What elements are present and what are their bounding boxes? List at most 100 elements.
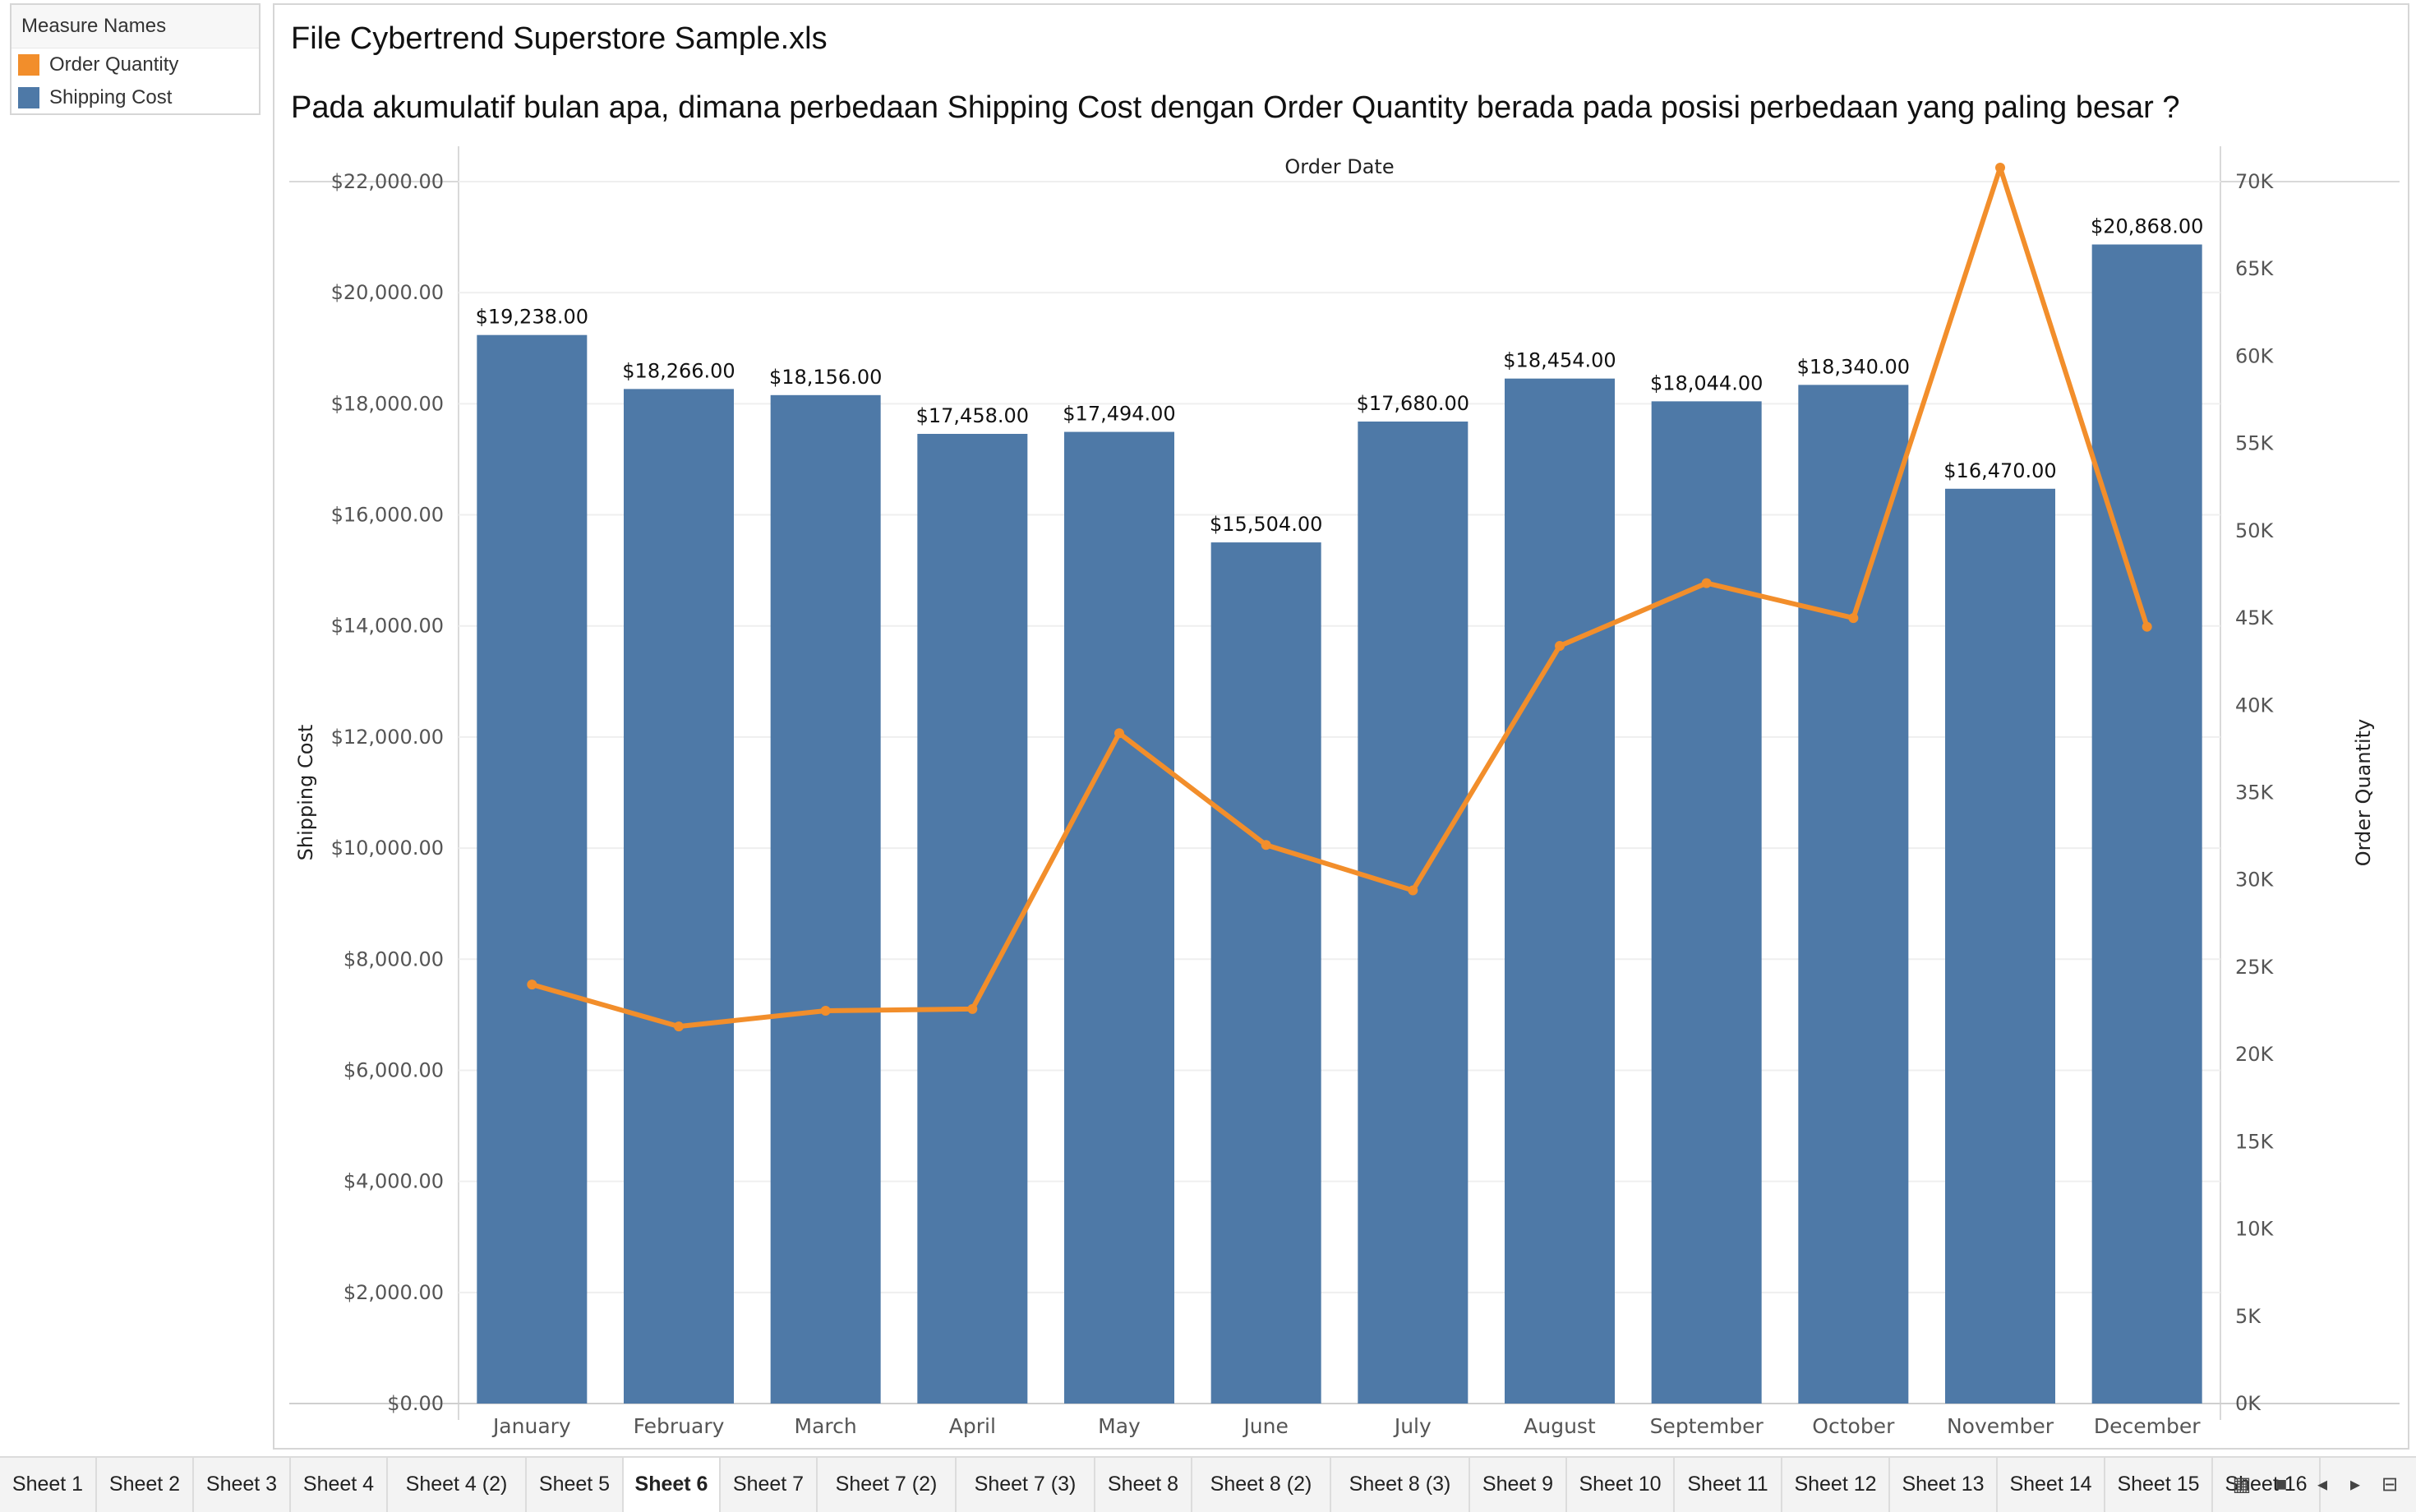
- line-point-order-quantity[interactable]: [820, 1006, 831, 1016]
- x-tick-label: January: [491, 1414, 571, 1438]
- line-point-order-quantity[interactable]: [1995, 163, 2005, 173]
- sheet-tab[interactable]: Sheet 7: [721, 1458, 818, 1512]
- y-axis-title: Shipping Cost: [294, 725, 317, 861]
- sheet-tab[interactable]: Sheet 5: [527, 1458, 624, 1512]
- x-tick-label: September: [1650, 1414, 1764, 1438]
- combo-chart[interactable]: Order Date $0.00 $2,000.00 $4,000.00 $6,000.…: [274, 5, 2408, 1448]
- bar-value-label: $18,156.00: [769, 366, 882, 389]
- sheet-tab[interactable]: Sheet 10: [1567, 1458, 1675, 1512]
- sheet-tab[interactable]: Sheet 11: [1675, 1458, 1782, 1512]
- line-order-quantity: [531, 165, 2150, 1030]
- sheet-tab[interactable]: Sheet 4: [291, 1458, 388, 1512]
- bar-value-label: $18,454.00: [1503, 349, 1616, 372]
- legend: Measure Names Order Quantity Shipping Co…: [10, 3, 261, 115]
- y2-tick-label: 35K: [2235, 781, 2275, 804]
- line-point-order-quantity[interactable]: [527, 980, 537, 990]
- y-tick-label: $16,000.00: [331, 504, 444, 527]
- line-point-order-quantity[interactable]: [674, 1021, 684, 1032]
- sheet-tab[interactable]: Sheet 7 (3): [957, 1458, 1095, 1512]
- bar-shipping-cost[interactable]: [1358, 421, 1469, 1404]
- bar-value-label: $15,504.00: [1210, 513, 1322, 536]
- present-icon[interactable]: ⊟: [2381, 1473, 2399, 1496]
- sheet-tab[interactable]: Sheet 3: [194, 1458, 291, 1512]
- y2-tick-label: 65K: [2235, 257, 2275, 280]
- line-point-order-quantity[interactable]: [1701, 578, 1712, 588]
- bar-value-label: $17,458.00: [916, 404, 1029, 427]
- filmstrip-view-icon[interactable]: ■: [2275, 1473, 2288, 1496]
- line-point-order-quantity[interactable]: [967, 1003, 978, 1014]
- bar-shipping-cost[interactable]: [1210, 542, 1321, 1404]
- y-tick-label: $22,000.00: [331, 170, 444, 193]
- bar-shipping-cost[interactable]: [1651, 401, 1762, 1404]
- legend-label: Shipping Cost: [49, 86, 173, 108]
- line-point-order-quantity[interactable]: [1114, 728, 1124, 739]
- worksheet-question: Pada akumulatif bulan apa, dimana perbed…: [291, 90, 2180, 125]
- y2-tick-label: 70K: [2235, 170, 2275, 193]
- line-point-order-quantity[interactable]: [1555, 641, 1565, 652]
- bar-value-label: $18,340.00: [1797, 355, 1910, 378]
- bar-shipping-cost[interactable]: [477, 334, 588, 1404]
- next-sheet-icon[interactable]: ▸: [2349, 1473, 2361, 1496]
- x-tick-label: June: [1242, 1414, 1288, 1438]
- bar-shipping-cost[interactable]: [624, 389, 734, 1404]
- previous-sheet-icon[interactable]: ◂: [2317, 1473, 2328, 1496]
- y-tick-label: $2,000.00: [343, 1281, 444, 1304]
- grid-view-icon[interactable]: ▦: [2232, 1473, 2252, 1496]
- y2-tick-label: 60K: [2235, 344, 2275, 367]
- legend-item-shipping-cost[interactable]: Shipping Cost: [12, 81, 259, 114]
- sheet-tab[interactable]: Sheet 16: [2213, 1458, 2321, 1512]
- legend-item-order-quantity[interactable]: Order Quantity: [12, 48, 259, 81]
- x-tick-label: November: [1947, 1414, 2054, 1438]
- legend-swatch-order-quantity: [18, 54, 39, 76]
- sheet-tab[interactable]: Sheet 8 (2): [1192, 1458, 1331, 1512]
- x-tick-label: August: [1524, 1414, 1596, 1438]
- y2-tick-label: 0K: [2235, 1392, 2262, 1415]
- sheet-tab[interactable]: Sheet 6: [624, 1458, 721, 1512]
- y-tick-label: $20,000.00: [331, 281, 444, 304]
- y2-tick-label: 15K: [2235, 1130, 2275, 1153]
- line-point-order-quantity[interactable]: [1848, 613, 1859, 624]
- legend-swatch-shipping-cost: [18, 87, 39, 108]
- y2-tick-label: 45K: [2235, 606, 2275, 629]
- sheet-tab[interactable]: Sheet 1: [0, 1458, 97, 1512]
- sheet-tab[interactable]: Sheet 2: [97, 1458, 194, 1512]
- line-point-order-quantity[interactable]: [2142, 621, 2152, 632]
- y-tick-label: $14,000.00: [331, 615, 444, 638]
- sheet-tab[interactable]: Sheet 13: [1890, 1458, 1998, 1512]
- y2-tick-label: 55K: [2235, 432, 2275, 455]
- bar-shipping-cost[interactable]: [1945, 488, 2055, 1404]
- sheet-tab[interactable]: Sheet 7 (2): [818, 1458, 957, 1512]
- bar-value-label: $18,044.00: [1650, 371, 1763, 394]
- bar-value-label: $17,680.00: [1357, 392, 1469, 415]
- x-tick-label: July: [1393, 1414, 1432, 1438]
- worksheet-view: File Cybertrend Superstore Sample.xls Pa…: [273, 3, 2409, 1450]
- y2-tick-label: 20K: [2235, 1043, 2275, 1066]
- y2-tick-label: 10K: [2235, 1218, 2275, 1241]
- sheet-tab[interactable]: Sheet 12: [1782, 1458, 1890, 1512]
- sheet-tab[interactable]: Sheet 8 (3): [1331, 1458, 1470, 1512]
- bar-shipping-cost[interactable]: [1064, 431, 1174, 1404]
- y-tick-label: $8,000.00: [343, 947, 444, 970]
- bar-shipping-cost[interactable]: [2091, 244, 2202, 1404]
- bar-shipping-cost[interactable]: [917, 433, 1028, 1404]
- y-tick-label: $0.00: [387, 1392, 444, 1415]
- y2-axis-title: Order Quantity: [2352, 719, 2375, 867]
- bar-value-label: $16,470.00: [1943, 459, 2056, 482]
- y-tick-label: $10,000.00: [331, 837, 444, 860]
- line-point-order-quantity[interactable]: [1261, 840, 1271, 850]
- sheet-tab[interactable]: Sheet 14: [1998, 1458, 2105, 1512]
- line-point-order-quantity[interactable]: [1408, 885, 1418, 896]
- y-tick-label: $4,000.00: [343, 1170, 444, 1193]
- sheet-tab[interactable]: Sheet 15: [2105, 1458, 2213, 1512]
- x-tick-label: May: [1098, 1414, 1141, 1438]
- bar-shipping-cost[interactable]: [770, 394, 881, 1404]
- bar-shipping-cost[interactable]: [1505, 378, 1615, 1404]
- y2-tick-label: 50K: [2235, 519, 2275, 542]
- legend-title: Measure Names: [12, 5, 259, 48]
- sheet-tab[interactable]: Sheet 8: [1095, 1458, 1192, 1512]
- x-tick-label: March: [795, 1414, 857, 1438]
- sheet-tab[interactable]: Sheet 4 (2): [388, 1458, 527, 1512]
- sheet-tab[interactable]: Sheet 9: [1470, 1458, 1567, 1512]
- y2-tick-label: 30K: [2235, 869, 2275, 892]
- bar-shipping-cost[interactable]: [1798, 385, 1909, 1404]
